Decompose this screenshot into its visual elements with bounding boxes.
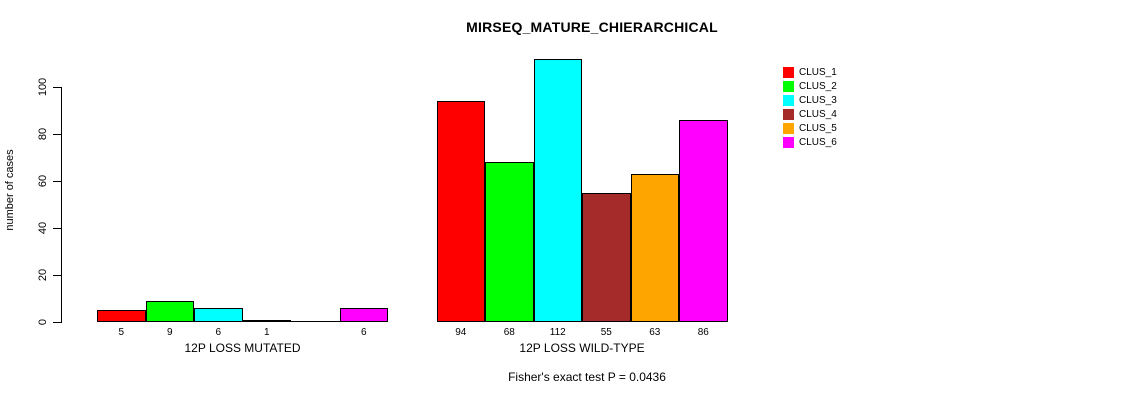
bar — [533, 59, 582, 322]
legend-label: CLUS_4 — [799, 108, 837, 120]
bar — [582, 193, 631, 322]
legend: CLUS_1 CLUS_2 CLUS_3 CLUS_4 CLUS_5 CLUS_6 — [783, 66, 837, 150]
bar — [242, 320, 291, 322]
bar-value-label: 6 — [360, 327, 367, 338]
legend-swatch — [783, 108, 794, 120]
y-axis-line — [61, 87, 62, 323]
legend-label: CLUS_2 — [799, 80, 837, 92]
x-group-label: 12P LOSS WILD-TYPE — [519, 341, 645, 355]
bar-value-label: 55 — [600, 327, 612, 338]
legend-label: CLUS_3 — [799, 94, 837, 106]
bar — [436, 101, 485, 322]
legend-swatch — [783, 136, 794, 148]
legend-swatch — [783, 122, 794, 134]
bar — [194, 308, 243, 322]
y-tick-label: 20 — [37, 268, 49, 282]
y-tick — [53, 228, 61, 230]
y-tick-label: 100 — [37, 78, 49, 97]
legend-label: CLUS_1 — [799, 66, 837, 78]
legend-item: CLUS_6 — [783, 136, 837, 148]
y-tick-label: 60 — [37, 175, 49, 188]
legend-swatch — [783, 94, 794, 106]
legend-item: CLUS_1 — [783, 66, 837, 78]
bar — [97, 310, 146, 322]
chart-title: MIRSEQ_MATURE_CHIERARCHICAL — [466, 19, 718, 35]
bar — [145, 301, 194, 322]
y-tick — [53, 275, 61, 277]
footnote: Fisher's exact test P = 0.0436 — [508, 370, 666, 384]
bar-value-label: 63 — [649, 327, 661, 338]
legend-item: CLUS_3 — [783, 94, 837, 106]
y-tick — [53, 87, 61, 89]
legend-label: CLUS_5 — [799, 122, 837, 134]
bar-value-label: 94 — [455, 327, 467, 338]
legend-swatch — [783, 66, 794, 78]
y-tick-label: 80 — [37, 128, 49, 141]
y-tick-label: 0 — [37, 318, 49, 326]
bar-value-label: 1 — [263, 327, 270, 338]
bar-value-label: 86 — [697, 327, 709, 338]
y-tick — [53, 181, 61, 183]
bar — [339, 308, 388, 322]
legend-item: CLUS_5 — [783, 122, 837, 134]
legend-label: CLUS_6 — [799, 136, 837, 148]
bar-value-label: 112 — [549, 327, 566, 338]
bar-value-label: 5 — [118, 327, 125, 338]
bar-value-label: 6 — [215, 327, 222, 338]
bar-zero-line — [291, 321, 340, 322]
legend-swatch — [783, 80, 794, 92]
legend-item: CLUS_4 — [783, 108, 837, 120]
y-tick — [53, 322, 61, 323]
legend-item: CLUS_2 — [783, 80, 837, 92]
x-group-label: 12P LOSS MUTATED — [184, 341, 301, 355]
bar — [679, 120, 728, 322]
y-tick — [53, 134, 61, 136]
bar-value-label: 68 — [503, 327, 515, 338]
bar — [630, 174, 679, 322]
bar-value-label: 9 — [166, 327, 173, 338]
bar — [485, 162, 534, 322]
y-tick-label: 40 — [37, 221, 49, 235]
